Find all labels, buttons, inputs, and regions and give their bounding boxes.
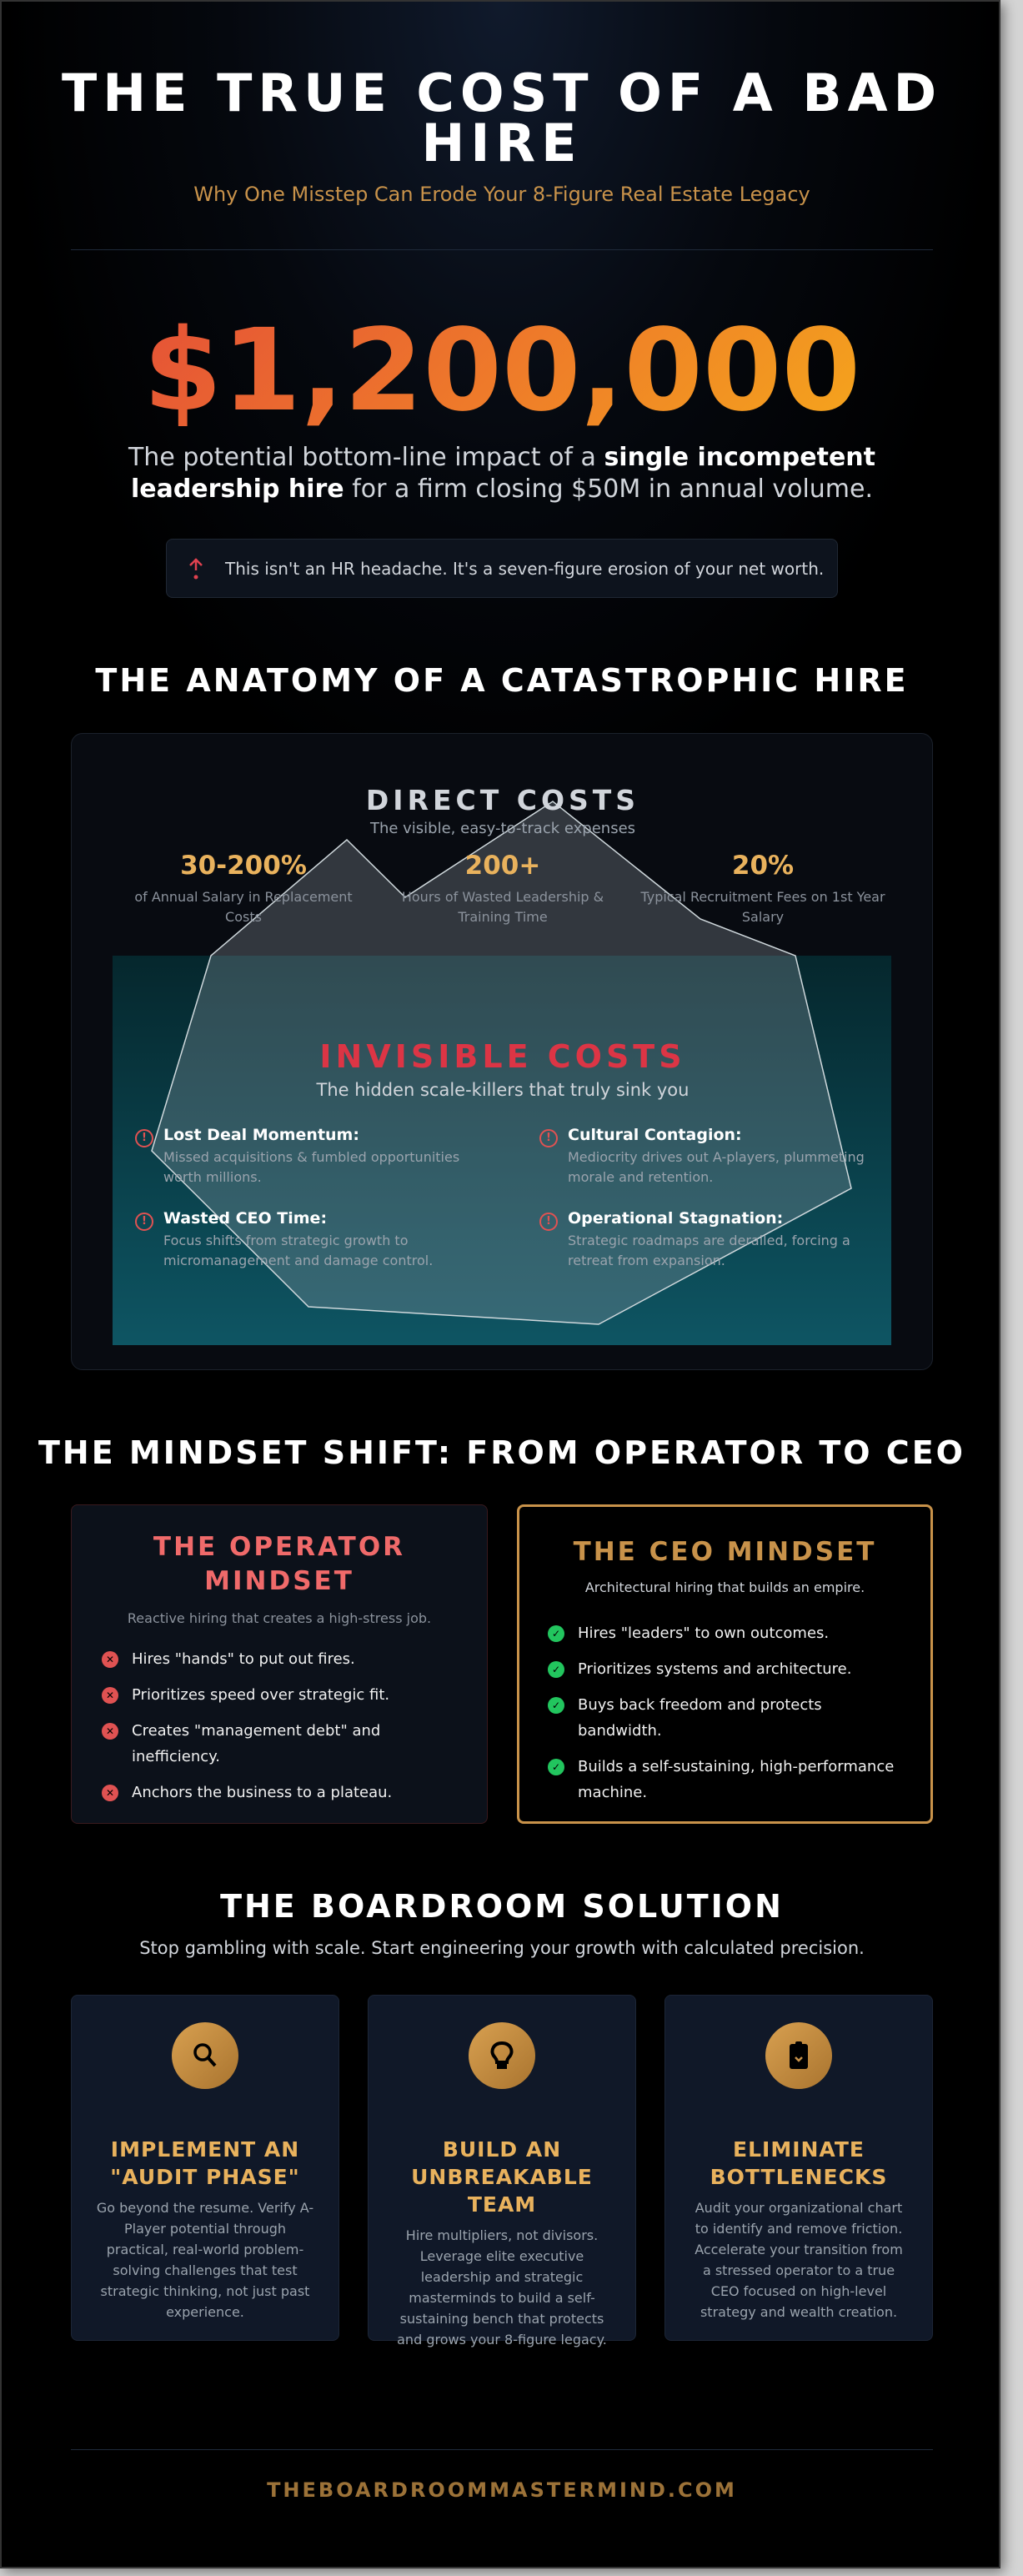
x-circle-icon: ✕ <box>102 1723 118 1740</box>
search-icon <box>193 2043 217 2067</box>
mindset-heading: THE MINDSET SHIFT: FROM OPERATOR TO CEO <box>38 1434 965 1471</box>
x-circle-icon: ✕ <box>102 1785 118 1801</box>
solution-desc: Hire multipliers, not divisors. Leverage… <box>397 2227 607 2348</box>
operator-desc: Reactive hiring that creates a high-stre… <box>127 1610 432 1626</box>
operator-mindset-card: THE OPERATOR MINDSET Reactive hiring tha… <box>71 1504 488 1824</box>
direct-costs-subtitle: The visible, easy-to-track expenses <box>369 820 636 837</box>
solution-title: IMPLEMENT AN "AUDIT PHASE" <box>110 2137 300 2189</box>
lead-text: The potential bottom-line impact of a <box>128 443 604 472</box>
stat-value: 20% <box>731 851 795 881</box>
mindset-item: ✕ Prioritizes speed over strategic fit. <box>102 1682 457 1708</box>
ceo-list: ✓ Hires "leaders" to own outcomes. ✓ Priori… <box>548 1620 902 1805</box>
alert-circle-icon: ! <box>135 1129 153 1147</box>
direct-costs-title: DIRECT COSTS <box>365 784 640 816</box>
mindset-item: ✓ Builds a self-sustaining, high-performa… <box>548 1754 902 1805</box>
stat-label: of Annual Salary in Replacement Costs <box>134 889 353 925</box>
check-circle-icon: ✓ <box>548 1661 564 1678</box>
solution-card-bottlenecks: ELIMINATE BOTTLENECKS Audit your organiz… <box>664 1995 933 2341</box>
solution-title: ELIMINATE BOTTLENECKS <box>710 2137 888 2189</box>
risk-desc: Mediocrity drives out A-players, plummet… <box>568 1149 865 1185</box>
mindset-item-text: Buys back freedom and protects bandwidth… <box>578 1696 822 1740</box>
page-subtitle: Why One Misstep Can Erode Your 8-Figure … <box>193 183 810 206</box>
divider <box>71 249 933 250</box>
x-circle-icon: ✕ <box>102 1651 118 1668</box>
mindset-item: ✕ Hires "hands" to put out fires. <box>102 1646 457 1672</box>
mindset-item: ✓ Prioritizes systems and architecture. <box>548 1656 902 1682</box>
risk-title: Operational Stagnation: <box>568 1209 784 1228</box>
ceo-title: THE CEO MINDSET <box>573 1537 877 1567</box>
risk-item: ! Cultural Contagion: Mediocrity drives ou… <box>539 1126 890 1188</box>
stat-value: 200+ <box>464 851 541 881</box>
clipboard-check-icon <box>790 2041 808 2069</box>
mindset-item: ✕ Creates "management debt" and inefficie… <box>102 1718 457 1770</box>
risk-desc: Missed acquisitions & fumbled opportunit… <box>163 1149 460 1185</box>
stat-replacement: 30-200% of Annual Salary in Replacement C… <box>118 851 369 927</box>
check-circle-icon: ✓ <box>548 1759 564 1775</box>
risk-title: Wasted CEO Time: <box>163 1209 328 1228</box>
ceo-desc: Architectural hiring that builds an empi… <box>584 1579 865 1595</box>
ceo-mindset-card: THE CEO MINDSET Architectural hiring tha… <box>517 1504 933 1824</box>
invisible-costs-subtitle: The hidden scale-killers that truly sink… <box>316 1080 690 1100</box>
risk-desc: Focus shifts from strategic growth to mi… <box>163 1233 434 1268</box>
solution-desc: Go beyond the resume. Verify A-Player po… <box>96 2200 314 2320</box>
callout-text: This isn't an HR headache. It's a seven-… <box>225 558 825 579</box>
solution-card-team: BUILD AN UNBREAKABLE TEAM Hire multiplie… <box>368 1995 636 2348</box>
mindset-item-text: Prioritizes speed over strategic fit. <box>132 1686 390 1704</box>
mindset-item-text: Anchors the business to a plateau. <box>132 1784 393 1801</box>
x-circle-icon: ✕ <box>102 1687 118 1704</box>
mindset-item-text: Hires "hands" to put out fires. <box>132 1650 355 1668</box>
anatomy-heading: THE ANATOMY OF A CATASTROPHIC HIRE <box>95 662 909 699</box>
stat-label: Typical Recruitment Fees on 1st Year Sal… <box>640 889 885 925</box>
stat-hours: 200+ Hours of Wasted Leadership & Trainin… <box>378 851 628 927</box>
lightbulb-icon <box>490 2041 514 2069</box>
page-title: THE TRUE COST OF A BAD HIRE <box>61 63 943 173</box>
risk-item: ! Operational Stagnation: Strategic roadma… <box>539 1209 890 1271</box>
alert-circle-icon: ! <box>135 1213 153 1231</box>
risk-title: Lost Deal Momentum: <box>163 1126 359 1144</box>
mindset-item-text: Creates "management debt" and inefficien… <box>132 1722 381 1765</box>
hero-lead: The potential bottom-line impact of a si… <box>2 442 1002 505</box>
iceberg-shape <box>151 801 852 1325</box>
alert-arrow-icon <box>189 557 203 579</box>
check-circle-icon: ✓ <box>548 1625 564 1642</box>
mindset-item-text: Builds a self-sustaining, high-performan… <box>578 1758 895 1801</box>
solution-card-audit: IMPLEMENT AN "AUDIT PHASE" Go beyond the… <box>71 1995 339 2341</box>
invisible-costs-title: INVISIBLE COSTS <box>319 1038 686 1075</box>
solution-title: BUILD AN UNBREAKABLE TEAM <box>411 2137 593 2217</box>
operator-list: ✕ Hires "hands" to put out fires. ✕ Priorit… <box>102 1646 457 1805</box>
alert-circle-icon: ! <box>539 1213 558 1231</box>
lead-text-end: for a firm closing $50M in annual volume… <box>344 475 874 504</box>
mindset-item-text: Prioritizes systems and architecture. <box>578 1660 852 1678</box>
footer-site-link[interactable]: THEBOARDROOMMASTERMIND.COM <box>267 2478 737 2502</box>
operator-title: THE OPERATOR MINDSET <box>153 1532 406 1596</box>
solution-heading: THE BOARDROOM SOLUTION <box>220 1888 784 1925</box>
footer-divider <box>71 2449 933 2450</box>
water-area <box>113 956 891 1345</box>
solution-subtitle: Stop gambling with scale. Start engineer… <box>139 1938 865 1958</box>
check-circle-icon: ✓ <box>548 1697 564 1714</box>
lead-bold: single incompetent leadership hire <box>130 443 875 504</box>
callout-box: This isn't an HR headache. It's a seven-… <box>166 539 838 598</box>
risk-desc: Strategic roadmaps are derailed, forcing… <box>568 1233 850 1268</box>
iceberg-panel: DIRECT COSTS The visible, easy-to-track … <box>71 733 933 1370</box>
mindset-item: ✓ Buys back freedom and protects bandwidt… <box>548 1692 902 1744</box>
risk-item: ! Lost Deal Momentum: Missed acquisitions … <box>135 1126 485 1188</box>
stat-fees: 20% Typical Recruitment Fees on 1st Year … <box>638 851 888 927</box>
infographic-page: THE TRUE COST OF A BAD HIRE Why One Miss… <box>0 0 1000 2568</box>
risk-title: Cultural Contagion: <box>568 1126 742 1144</box>
alert-circle-icon: ! <box>539 1129 558 1147</box>
solution-desc: Audit your organizational chart to ident… <box>695 2200 903 2320</box>
cost-amount: $1,200,000 <box>2 309 1002 434</box>
risk-item: ! Wasted CEO Time: Focus shifts from strat… <box>135 1209 485 1271</box>
stat-value: 30-200% <box>180 851 307 881</box>
mindset-item: ✕ Anchors the business to a plateau. <box>102 1780 457 1805</box>
mindset-item: ✓ Hires "leaders" to own outcomes. <box>548 1620 902 1646</box>
stat-label: Hours of Wasted Leadership & Training Ti… <box>401 889 604 925</box>
mindset-item-text: Hires "leaders" to own outcomes. <box>578 1624 830 1642</box>
